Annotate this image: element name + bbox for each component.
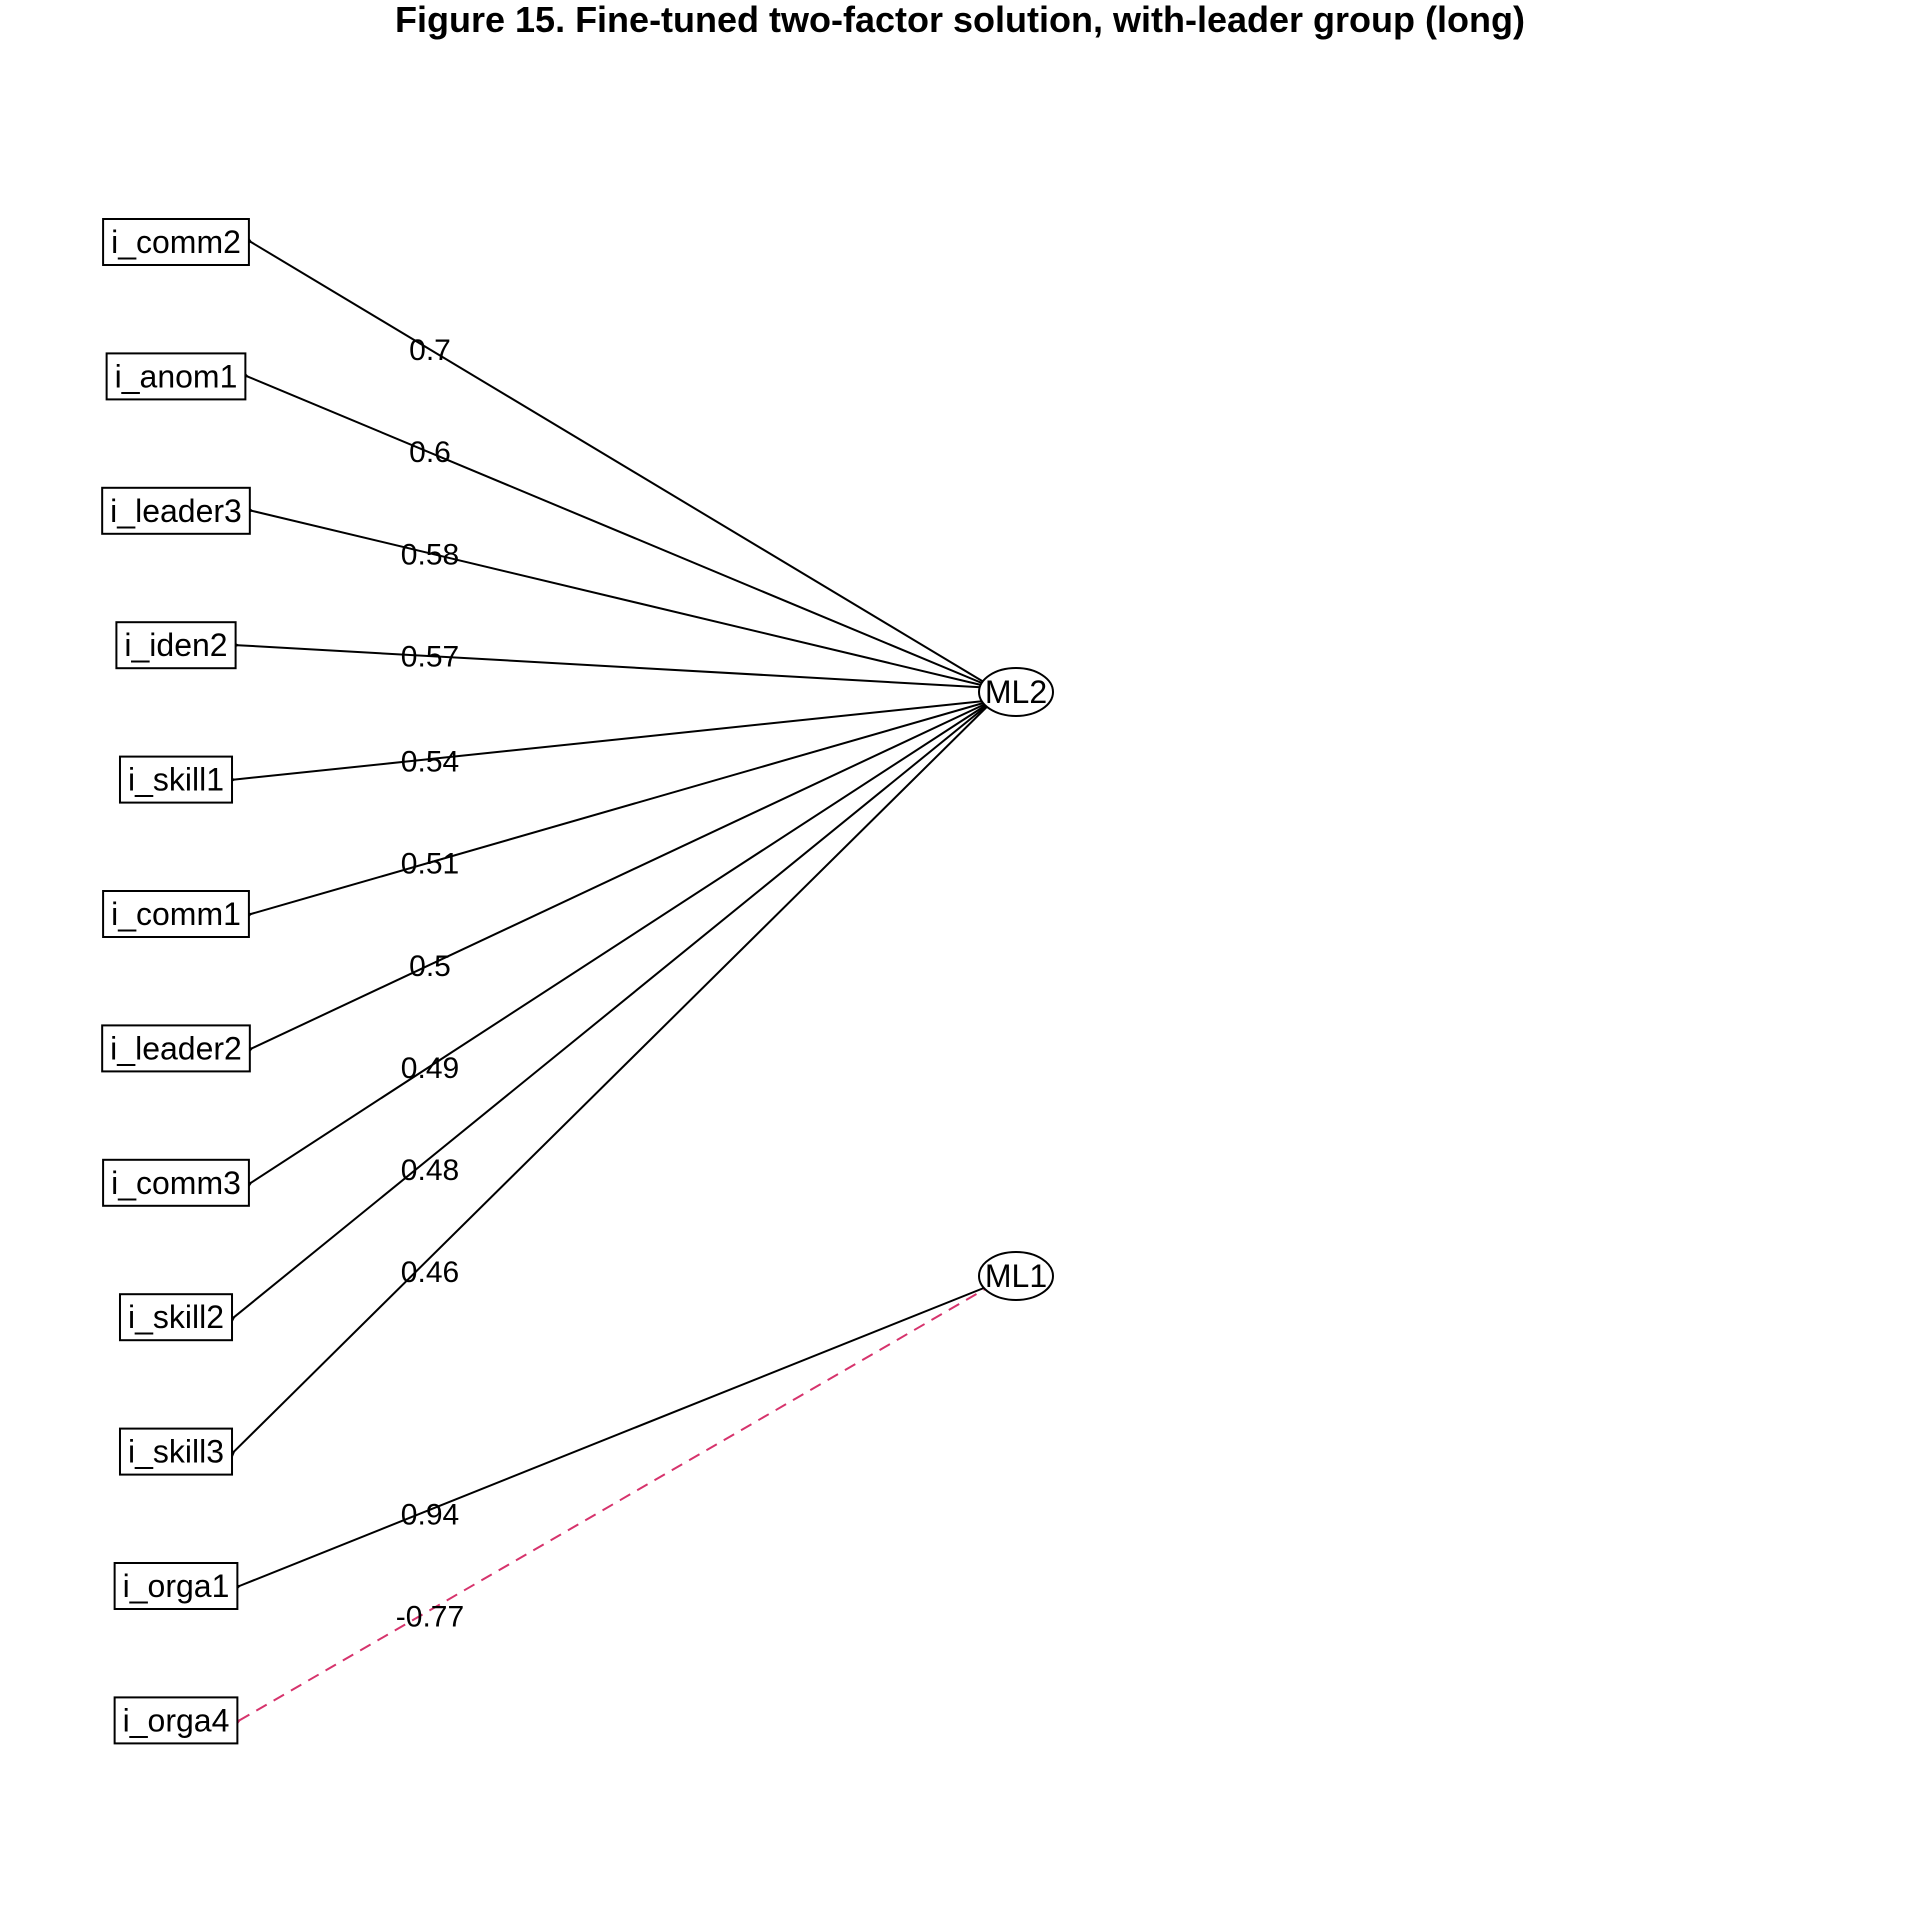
loading-value-i_comm3: 0.49 bbox=[401, 1052, 459, 1085]
item-label: i_orga1 bbox=[123, 1568, 230, 1604]
loading-value-i_comm2: 0.7 bbox=[409, 334, 451, 367]
item-node-i_skill3: i_skill3 bbox=[118, 1427, 234, 1476]
item-label: i_anom1 bbox=[115, 358, 238, 394]
loading-value-i_iden2: 0.57 bbox=[401, 640, 459, 673]
item-label: i_skill2 bbox=[128, 1299, 224, 1335]
loading-value-i_orga4: -0.77 bbox=[396, 1601, 464, 1634]
loading-path-ml2-i_comm1 bbox=[251, 699, 995, 914]
item-label: i_orga4 bbox=[123, 1702, 230, 1738]
item-box bbox=[102, 890, 250, 938]
loading-path-ml2-i_leader3 bbox=[252, 511, 995, 689]
diagram-title: Figure 15. Fine-tuned two-factor solutio… bbox=[395, 0, 1525, 40]
item-node-i_iden2: i_iden2 bbox=[115, 621, 237, 670]
item-node-i_orga4: i_orga4 bbox=[113, 1696, 239, 1745]
loading-path-ml2-i_anom1 bbox=[247, 376, 995, 689]
factor-label: ML2 bbox=[985, 674, 1047, 710]
loading-path-ml2-i_skill3 bbox=[234, 699, 995, 1452]
item-node-i_leader3: i_leader3 bbox=[101, 486, 251, 535]
loading-path-ml2-i_skill2 bbox=[234, 699, 995, 1317]
item-box bbox=[105, 352, 247, 401]
item-label: i_comm3 bbox=[111, 1165, 241, 1201]
item-box bbox=[118, 1427, 234, 1476]
loading-path-ml2-i_iden2 bbox=[238, 645, 994, 689]
item-label: i_comm1 bbox=[111, 896, 241, 932]
loading-value-i_comm1: 0.51 bbox=[401, 848, 459, 881]
item-label: i_leader3 bbox=[110, 493, 242, 529]
loading-value-i_anom1: 0.6 bbox=[409, 436, 451, 469]
item-box bbox=[113, 1696, 239, 1745]
loading-value-i_skill1: 0.54 bbox=[401, 745, 459, 778]
loading-path-ml2-i_comm2 bbox=[251, 242, 995, 689]
factor-label: ML1 bbox=[985, 1258, 1047, 1294]
item-box bbox=[101, 486, 251, 535]
item-node-i_comm3: i_comm3 bbox=[102, 1158, 250, 1207]
nodes-layer: i_comm2 i_anom1 i_leader3 i_iden2 i_skill1 i_… bbox=[101, 218, 1054, 1745]
loading-value-i_leader2: 0.5 bbox=[409, 950, 451, 983]
factor-node-ml1: ML1 bbox=[978, 1251, 1054, 1301]
item-label: i_comm2 bbox=[111, 224, 241, 260]
item-node-i_comm2: i_comm2 bbox=[102, 218, 250, 266]
item-label: i_skill3 bbox=[128, 1434, 224, 1470]
item-box bbox=[118, 1293, 234, 1342]
item-label: i_skill1 bbox=[128, 762, 224, 798]
item-node-i_comm1: i_comm1 bbox=[102, 890, 250, 938]
item-node-i_leader2: i_leader2 bbox=[101, 1024, 251, 1073]
item-node-i_skill1: i_skill1 bbox=[118, 755, 234, 804]
loading-value-i_skill3: 0.46 bbox=[401, 1256, 459, 1289]
item-box bbox=[101, 1024, 251, 1073]
factor-ellipse bbox=[978, 667, 1054, 717]
item-box bbox=[115, 621, 237, 670]
item-label: i_leader2 bbox=[110, 1030, 242, 1066]
item-box bbox=[102, 1158, 250, 1207]
item-label: i_iden2 bbox=[124, 627, 227, 663]
item-node-i_skill2: i_skill2 bbox=[118, 1293, 234, 1342]
loading-path-ml2-i_comm3 bbox=[251, 699, 995, 1183]
loadings-layer: 0.7 0.6 0.58 0.57 0.54 0.51 0.5 0.49 0.48 0.46 0.9… bbox=[234, 242, 995, 1720]
item-node-i_orga1: i_orga1 bbox=[113, 1562, 239, 1610]
loading-value-i_skill2: 0.48 bbox=[401, 1154, 459, 1187]
item-node-i_anom1: i_anom1 bbox=[105, 352, 247, 401]
factor-node-ml2: ML2 bbox=[978, 667, 1054, 717]
factor-ellipse bbox=[978, 1251, 1054, 1301]
item-box bbox=[102, 218, 250, 266]
loading-path-ml1-i_orga1 bbox=[239, 1283, 995, 1586]
loading-path-ml1-i_orga4 bbox=[239, 1283, 995, 1720]
item-box bbox=[118, 755, 234, 804]
loading-path-ml2-i_leader2 bbox=[252, 699, 995, 1048]
loading-path-ml2-i_skill1 bbox=[234, 699, 994, 780]
loading-value-i_leader3: 0.58 bbox=[401, 538, 459, 571]
loading-value-i_orga1: 0.94 bbox=[401, 1499, 459, 1532]
item-box bbox=[113, 1562, 239, 1610]
